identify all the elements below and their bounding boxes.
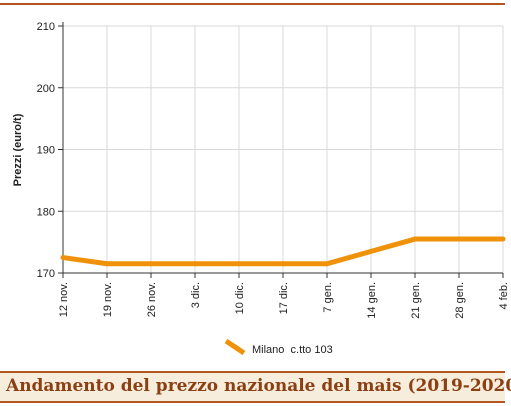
top-rule xyxy=(0,3,505,5)
data-point xyxy=(236,261,242,267)
x-tick-label: 12 nov. xyxy=(58,282,70,317)
data-point xyxy=(368,248,374,254)
caption-bar: Andamento del prezzo nazionale del mais … xyxy=(0,371,511,403)
x-tick-label: 3 dic. xyxy=(190,282,202,308)
data-point xyxy=(280,261,286,267)
y-tick-label: 200 xyxy=(37,83,55,95)
grid xyxy=(63,25,504,273)
y-tick-labels: 170 180 190 200 210 xyxy=(37,21,55,280)
x-tick-label: 26 nov. xyxy=(146,282,158,317)
y-tick-label: 180 xyxy=(37,206,55,218)
data-point xyxy=(324,261,330,267)
x-tick-label: 14 gen. xyxy=(366,282,378,319)
chart-caption: Andamento del prezzo nazionale del mais … xyxy=(6,376,511,396)
axes xyxy=(58,22,504,278)
y-tick-label: 170 xyxy=(37,268,55,280)
data-point xyxy=(148,261,154,267)
legend: Milano c.tto 103 xyxy=(224,338,333,356)
legend-label: Milano c.tto 103 xyxy=(252,344,333,356)
line-chart: 170 180 190 200 210 12 nov. 19 nov. 26 nov. 3 d… xyxy=(12,21,510,356)
y-axis-label: Prezzi (euro/t) xyxy=(12,113,24,186)
x-tick-label: 10 dic. xyxy=(234,282,246,314)
legend-swatch xyxy=(224,338,246,356)
y-tick-label: 210 xyxy=(37,21,55,33)
data-point xyxy=(456,236,462,242)
x-tick-label: 17 dic. xyxy=(278,282,290,314)
data-point xyxy=(104,261,110,267)
x-tick-label: 28 gen. xyxy=(454,282,466,319)
data-point xyxy=(412,236,418,242)
x-tick-label: 21 gen. xyxy=(410,282,422,319)
x-tick-label: 7 gen. xyxy=(322,282,334,313)
data-point xyxy=(192,261,198,267)
x-tick-label: 4 feb. xyxy=(498,282,510,310)
series xyxy=(60,236,506,267)
y-tick-label: 190 xyxy=(37,145,55,157)
x-tick-label: 19 nov. xyxy=(102,282,114,317)
data-point xyxy=(500,236,506,242)
x-tick-labels: 12 nov. 19 nov. 26 nov. 3 dic. 10 dic. 17 dic… xyxy=(58,282,510,319)
data-point xyxy=(60,255,66,261)
